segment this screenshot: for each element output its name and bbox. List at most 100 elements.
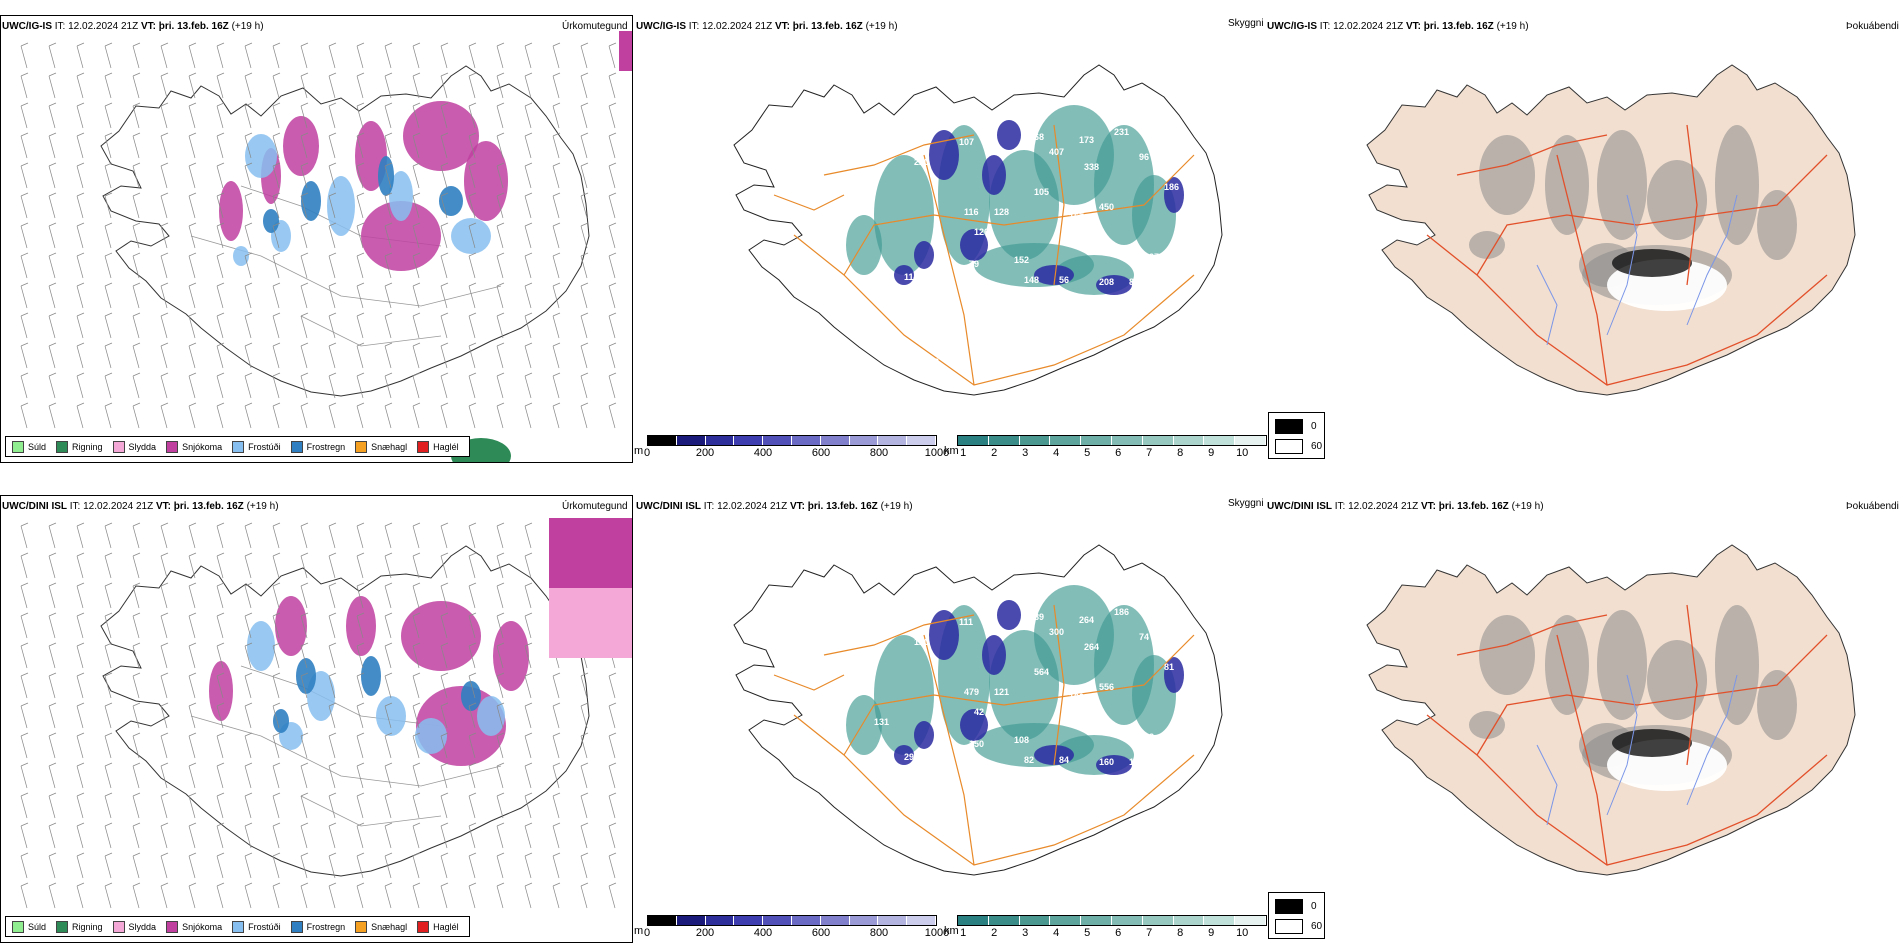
freezing-drizzle-area	[327, 176, 355, 236]
visibility-m-area	[997, 600, 1021, 630]
wind-barb	[104, 102, 113, 129]
wind-barb	[356, 822, 365, 849]
colorbar-tick: 400	[753, 447, 773, 459]
wind-barb	[300, 192, 309, 219]
wind-barb	[244, 732, 253, 759]
river-line	[1686, 674, 1738, 806]
legend-item-5: Frostregn	[290, 440, 345, 453]
wind-barb	[272, 42, 281, 69]
wind-barb	[272, 642, 281, 669]
wind-barb	[580, 792, 589, 819]
wind-barb	[524, 672, 533, 699]
wind-barb	[440, 282, 449, 309]
wind-barb	[160, 192, 169, 219]
visibility-value: 148	[1024, 275, 1039, 285]
wind-barb	[188, 702, 197, 729]
wind-barb	[412, 252, 421, 279]
wind-barb	[608, 372, 617, 399]
wind-barb	[76, 672, 85, 699]
wind-barb	[440, 792, 449, 819]
wind-barb	[300, 672, 309, 699]
wind-barb	[20, 792, 29, 819]
wind-barb	[524, 792, 533, 819]
visibility-km-area	[1034, 105, 1114, 205]
wind-barb	[580, 222, 589, 249]
wind-barb	[300, 372, 309, 399]
colorbar-tick: 4	[1053, 927, 1060, 939]
visibility-panel-top: 220 107 168 407 173 231 338 96 186 105 157 450 116 12…	[634, 15, 1266, 463]
wind-barb	[216, 192, 225, 219]
legend-item-3: Snjókoma	[166, 440, 222, 453]
visibility-value: 79	[969, 259, 979, 269]
wind-barb	[384, 762, 393, 789]
wind-barb	[496, 882, 505, 909]
wind-barb	[104, 792, 113, 819]
wind-barb	[552, 222, 561, 249]
wind-barb	[552, 312, 561, 339]
wind-barb	[328, 852, 337, 879]
wind-barb	[468, 792, 477, 819]
visibility-map-bottom: 120 111 389 300 264 186 264 74 81 564 100 556 479 42 1…	[733, 544, 1223, 876]
snow-area	[401, 601, 481, 671]
wind-barb	[468, 162, 477, 189]
wind-barb	[496, 42, 505, 69]
wind-barb	[328, 312, 337, 339]
legend-label: Súld	[28, 921, 47, 932]
visibility-value: 114	[904, 272, 919, 282]
wind-barb	[384, 612, 393, 639]
colorbar-tick: 0	[643, 927, 651, 939]
wind-barb	[188, 222, 197, 249]
wind-barb	[468, 732, 477, 759]
wind-barb	[272, 852, 281, 879]
visibility-value: 105	[1074, 712, 1089, 722]
wind-barb	[356, 852, 365, 879]
wind-barb	[300, 402, 309, 429]
precip-map-top	[20, 31, 632, 462]
iceland-map: 120 111 389 300 264 186 264 74 81 564 100 556 479 42 1…	[733, 544, 1223, 876]
wind-barb	[384, 582, 393, 609]
wind-barb	[76, 192, 85, 219]
wind-barb	[356, 612, 365, 639]
wind-barb	[76, 132, 85, 159]
wind-barb	[300, 642, 309, 669]
wind-barb	[496, 402, 505, 429]
wind-barb	[244, 72, 253, 99]
wind-barb	[300, 762, 309, 789]
wind-barb	[216, 102, 225, 129]
wind-barb	[412, 882, 421, 909]
wind-barb	[468, 102, 477, 129]
wind-barb	[244, 42, 253, 69]
visibility-value: 127	[1129, 757, 1144, 767]
legend-label: Haglél	[433, 441, 459, 452]
wind-barb	[244, 642, 253, 669]
wind-barb	[552, 732, 561, 759]
wind-barb	[160, 42, 169, 69]
visibility-value: 389	[1029, 612, 1044, 622]
wind-barb	[608, 252, 617, 279]
wind-barb	[48, 102, 57, 129]
wind-barb	[356, 72, 365, 99]
visibility-value: 42	[974, 707, 984, 717]
wind-barb	[524, 552, 533, 579]
visibility-m-area	[1096, 275, 1132, 295]
wind-barb	[412, 582, 421, 609]
wind-barb	[104, 642, 113, 669]
colorbar-unit: km	[944, 445, 959, 457]
wind-barb	[552, 42, 561, 69]
visibility-value: 479	[964, 687, 979, 697]
visibility-m-area	[960, 709, 988, 741]
colorbar-tick: 10	[1236, 447, 1249, 459]
wind-barb	[132, 642, 141, 669]
snow-area	[283, 116, 319, 176]
header-bottom-fog: UWC/DINI ISL IT: 12.02.2024 21Z VT: þri.…	[1267, 501, 1544, 512]
wind-barb	[104, 342, 113, 369]
wind-barb	[244, 702, 253, 729]
colorbar-cell	[1235, 436, 1266, 445]
legend-swatch	[290, 920, 303, 933]
colorbar-cell	[705, 916, 735, 925]
wind-barb	[468, 552, 477, 579]
wind-barb	[524, 762, 533, 789]
wind-barb	[328, 72, 337, 99]
wind-barb	[608, 732, 617, 759]
wind-barb	[412, 132, 421, 159]
